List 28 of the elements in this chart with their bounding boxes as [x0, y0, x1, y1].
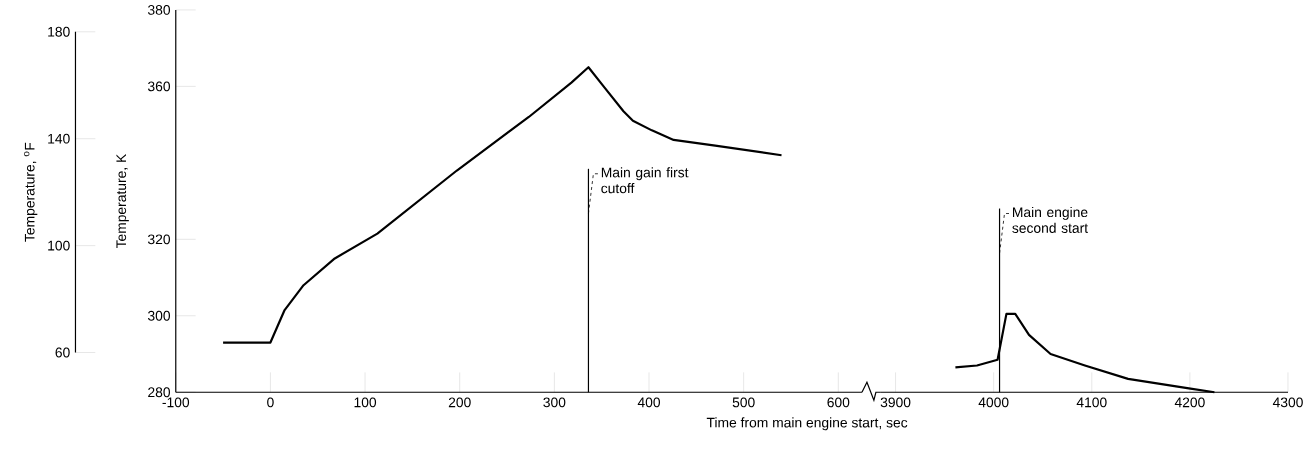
y-tick-label: 320	[147, 234, 171, 245]
x-tick-label: 600	[827, 397, 850, 408]
y-tick-label: 280	[148, 387, 171, 398]
y-axis-title: Temperature, K	[116, 153, 129, 249]
x-tick-label: 3900	[880, 397, 911, 408]
y-tick-label: 380	[147, 5, 171, 15]
y-tick-label: 300	[147, 310, 171, 321]
x-tick-label: 100	[354, 397, 377, 408]
ref-line-label: Main engine second start	[1012, 207, 1088, 234]
y2-tick-label: 60	[55, 347, 70, 358]
y-tick-label: 360	[147, 81, 171, 92]
x-axis-title: Time from main engine start, sec	[706, 417, 908, 431]
y2-tick-label: 140	[48, 133, 70, 144]
y2-axis-title: Temperature, $^{o}$F	[24, 142, 38, 242]
x-tick-label: 200	[448, 397, 471, 408]
x-tick-label: 500	[732, 397, 755, 408]
x-tick-label: 300	[543, 397, 566, 408]
y2-tick-label: 180	[48, 26, 70, 37]
x-tick-label: 4300	[1272, 397, 1303, 408]
x-tick-label: 0	[267, 397, 274, 408]
ref-line-label: Main gain first cutoff	[601, 167, 689, 194]
y2-tick-label: 100	[48, 240, 70, 251]
x-tick-label: -100	[162, 397, 190, 408]
x-tick-label: 4200	[1174, 397, 1205, 408]
x-tick-label: 4100	[1076, 397, 1107, 408]
x-tick-label: 4000	[978, 397, 1009, 408]
x-tick-label: 400	[637, 397, 661, 408]
line-series	[222, 66, 783, 344]
